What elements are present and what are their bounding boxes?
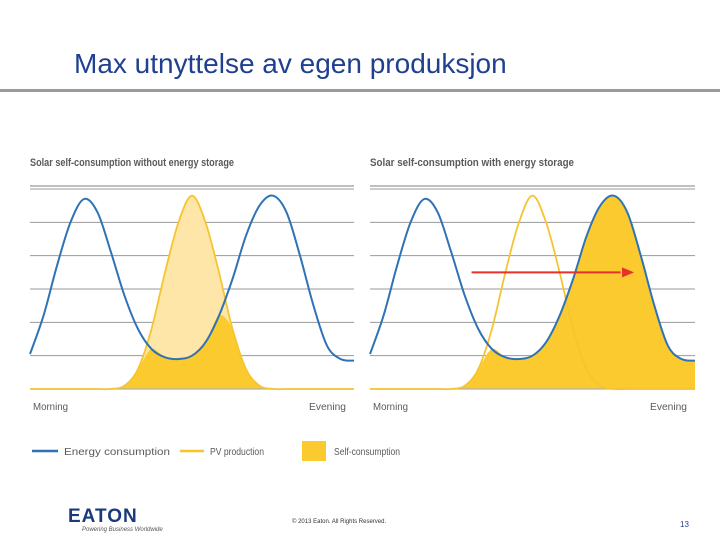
footer-brand: EATON Powering Business Worldwide: [68, 507, 163, 533]
legend-label: Energy consumption: [64, 447, 170, 458]
shift-arrow-icon: [622, 267, 635, 278]
pv-production-line: [30, 194, 354, 391]
chart-legend: Energy consumption PV production Self-cons…: [32, 441, 400, 461]
self-consumption-area: [370, 195, 695, 390]
copyright-notice: © 2013 Eaton. All Rights Reserved.: [292, 519, 387, 525]
x-tick-label: Evening: [309, 402, 346, 413]
x-tick-label: Evening: [650, 402, 687, 413]
x-tick-label: Morning: [373, 402, 408, 413]
brand-tagline: Powering Business Worldwide: [82, 527, 163, 533]
chart-title: Solar self-consumption without energy st…: [30, 157, 234, 169]
legend-swatch-box: [302, 441, 326, 461]
pv-production-line: [370, 194, 695, 391]
energy-consumption-line: [369, 194, 696, 362]
legend-label: PV production: [210, 447, 264, 458]
chart-panel-without-storage: Solar self-consumption without energy st…: [29, 157, 355, 413]
energy-consumption-line: [29, 194, 355, 362]
slide-title: Max utnyttelse av egen produksjon: [74, 48, 507, 79]
legend-label: Self-consumption: [334, 447, 400, 458]
eaton-logo: EATON: [68, 506, 138, 527]
self-consumption-area: [30, 315, 354, 390]
pv-production-fill: [30, 195, 354, 390]
chart-title: Solar self-consumption with energy stora…: [370, 157, 574, 169]
title-divider: [0, 89, 720, 92]
page-number: 13: [680, 520, 689, 529]
x-tick-label: Morning: [33, 402, 68, 413]
chart-panel-with-storage: Solar self-consumption with energy stora…: [369, 157, 696, 413]
